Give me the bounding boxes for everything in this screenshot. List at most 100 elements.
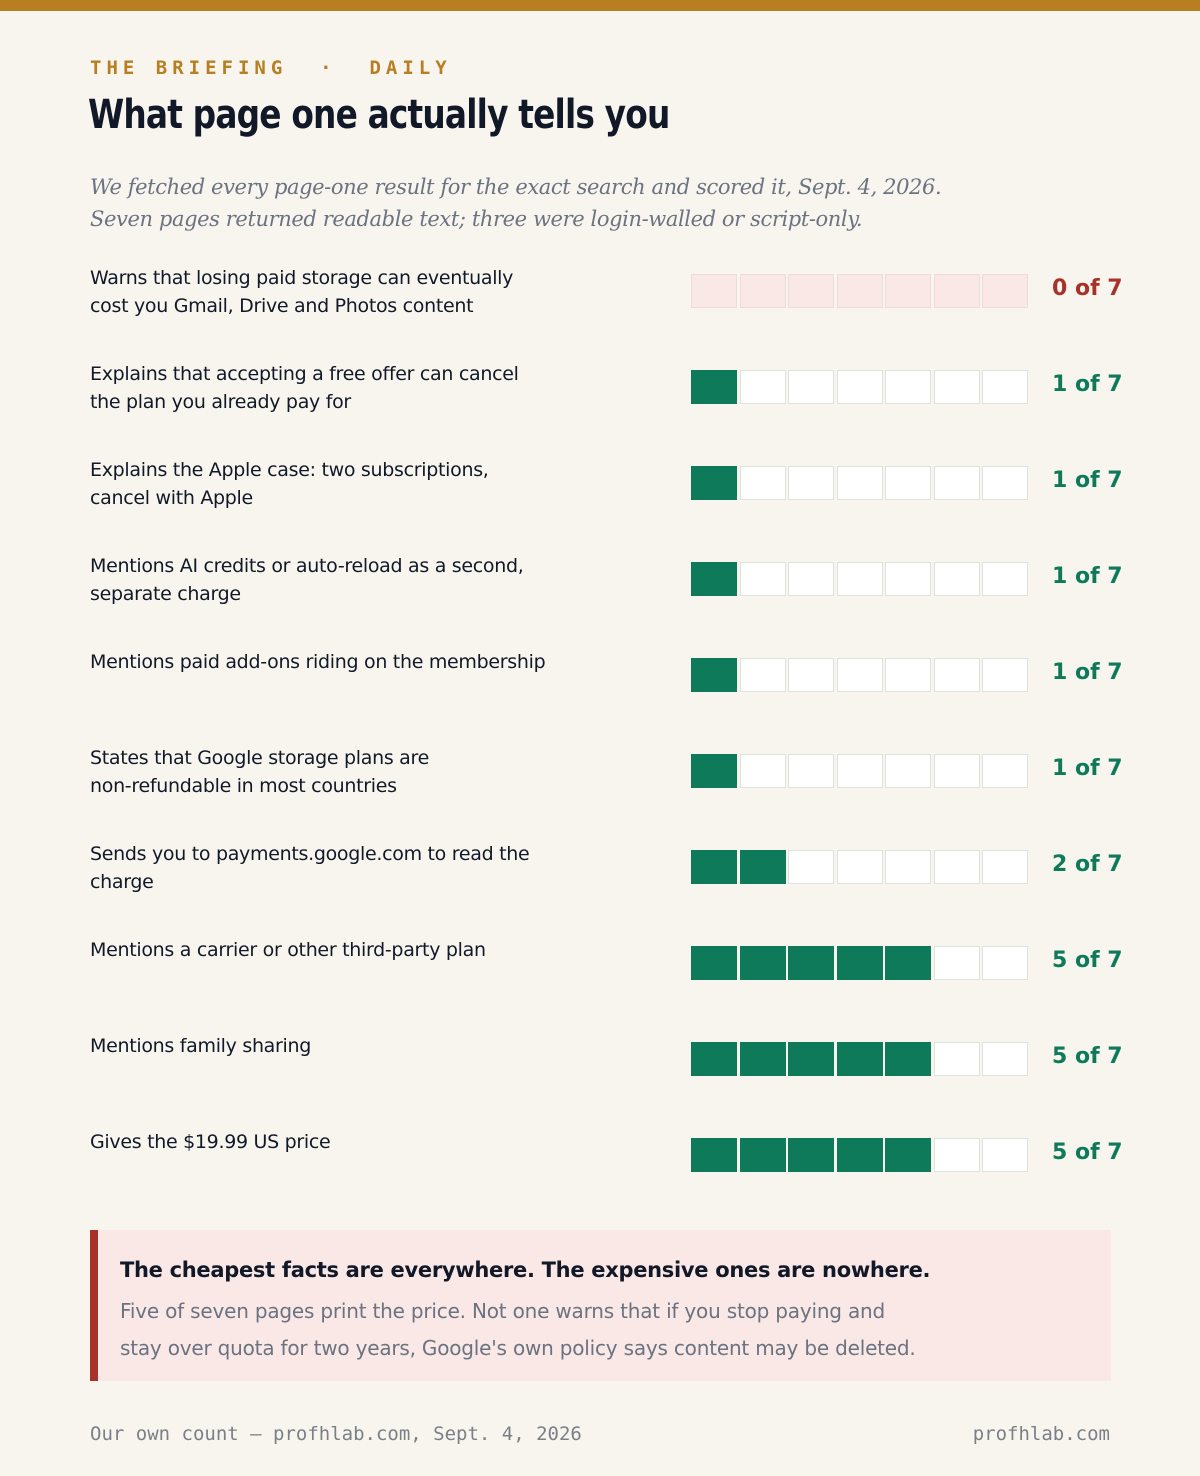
tally-boxes xyxy=(691,754,1031,788)
callout-box: The cheapest facts are everywhere. The e… xyxy=(90,1230,1111,1381)
subtitle-line: We fetched every page-one result for the… xyxy=(90,175,942,199)
row-label-line: Mentions family sharing xyxy=(90,1035,312,1057)
row-label: Explains the Apple case: two subscriptio… xyxy=(90,456,590,512)
tally-box-empty xyxy=(836,562,883,596)
tally-row: Mentions family sharing 5 of 7 xyxy=(0,1032,1200,1128)
tally-box-empty xyxy=(933,946,980,980)
tally-boxes xyxy=(691,658,1031,692)
row-label-line: cost you Gmail, Drive and Photos content xyxy=(90,295,474,317)
tally-box-empty xyxy=(836,370,883,404)
row-count: 5 of 7 xyxy=(1052,1140,1123,1165)
tally-box-filled xyxy=(691,1138,737,1172)
tally-box-filled xyxy=(836,1138,883,1172)
tally-box-empty xyxy=(982,754,1028,788)
row-label: Mentions a carrier or other third-party … xyxy=(90,936,590,964)
tally-box-empty xyxy=(933,754,980,788)
tally-box-empty xyxy=(933,370,980,404)
tally-box-filled xyxy=(691,850,737,884)
row-label-line: Explains the Apple case: two subscriptio… xyxy=(90,459,489,481)
tally-row: Gives the $19.99 US price 5 of 7 xyxy=(0,1128,1200,1224)
tally-box-empty xyxy=(982,370,1028,404)
tally-box-filled xyxy=(788,1042,834,1076)
tally-row: Sends you to payments.google.com to read… xyxy=(0,840,1200,936)
tally-box-empty xyxy=(788,562,834,596)
row-count: 1 of 7 xyxy=(1052,564,1123,589)
page-title: What page one actually tells you xyxy=(88,92,670,138)
tally-box-filled xyxy=(691,562,737,596)
tally-box-filled xyxy=(739,1138,786,1172)
row-count: 1 of 7 xyxy=(1052,756,1123,781)
row-count: 1 of 7 xyxy=(1052,660,1123,685)
row-label-line: Mentions a carrier or other third-party … xyxy=(90,939,486,961)
tally-box-empty xyxy=(739,466,786,500)
tally-box-empty xyxy=(885,274,931,308)
tally-box-filled xyxy=(836,1042,883,1076)
tally-box-filled xyxy=(691,946,737,980)
subtitle-line: Seven pages returned readable text; thre… xyxy=(90,207,863,231)
tally-box-empty xyxy=(933,274,980,308)
row-count: 5 of 7 xyxy=(1052,948,1123,973)
row-label: Mentions family sharing xyxy=(90,1032,590,1060)
row-label: Mentions AI credits or auto-reload as a … xyxy=(90,552,590,608)
tally-box-empty xyxy=(788,850,834,884)
tally-box-empty xyxy=(933,562,980,596)
row-label: Sends you to payments.google.com to read… xyxy=(90,840,590,896)
tally-box-empty xyxy=(788,754,834,788)
tally-box-empty xyxy=(933,850,980,884)
row-count: 0 of 7 xyxy=(1052,276,1123,301)
tally-box-filled xyxy=(739,946,786,980)
tally-box-empty xyxy=(739,754,786,788)
callout-headline: The cheapest facts are everywhere. The e… xyxy=(120,1258,931,1282)
tally-box-empty xyxy=(788,370,834,404)
row-label: Warns that losing paid storage can event… xyxy=(90,264,590,320)
row-label: Mentions paid add-ons riding on the memb… xyxy=(90,648,590,676)
tally-box-empty xyxy=(836,850,883,884)
row-label-line: cancel with Apple xyxy=(90,487,253,509)
tally-boxes xyxy=(691,466,1031,500)
tally-box-filled xyxy=(885,1042,931,1076)
tally-box-empty xyxy=(739,562,786,596)
row-label-line: Mentions paid add-ons riding on the memb… xyxy=(90,651,546,673)
tally-box-empty xyxy=(982,850,1028,884)
row-count: 2 of 7 xyxy=(1052,852,1123,877)
row-count: 1 of 7 xyxy=(1052,468,1123,493)
tally-box-filled xyxy=(691,754,737,788)
row-count: 1 of 7 xyxy=(1052,372,1123,397)
tally-box-empty xyxy=(739,370,786,404)
tally-box-filled xyxy=(691,370,737,404)
tally-row: Mentions a carrier or other third-party … xyxy=(0,936,1200,1032)
tally-box-empty xyxy=(982,274,1028,308)
top-accent-bar xyxy=(0,0,1200,11)
tally-box-filled xyxy=(885,946,931,980)
tally-box-empty xyxy=(885,562,931,596)
tally-box-empty xyxy=(885,658,931,692)
tally-box-empty xyxy=(885,466,931,500)
row-label-line: Sends you to payments.google.com to read… xyxy=(90,843,530,865)
tally-box-empty xyxy=(836,658,883,692)
footer-source: Our own count — profhlab.com, Sept. 4, 2… xyxy=(90,1423,582,1445)
row-label-line: Explains that accepting a free offer can… xyxy=(90,363,519,385)
tally-box-filled xyxy=(691,658,737,692)
tally-box-empty xyxy=(933,1042,980,1076)
tally-boxes xyxy=(691,274,1031,308)
tally-boxes xyxy=(691,562,1031,596)
row-label-line: Mentions AI credits or auto-reload as a … xyxy=(90,555,524,577)
tally-row: Explains the Apple case: two subscriptio… xyxy=(0,456,1200,552)
tally-box-empty xyxy=(836,274,883,308)
subtitle: We fetched every page-one result for the… xyxy=(90,171,1090,235)
tally-box-empty xyxy=(933,658,980,692)
row-count: 5 of 7 xyxy=(1052,1044,1123,1069)
tally-box-empty xyxy=(739,274,786,308)
tally-box-filled xyxy=(788,1138,834,1172)
tally-box-empty xyxy=(982,466,1028,500)
tally-box-filled xyxy=(885,1138,931,1172)
tally-row: Mentions AI credits or auto-reload as a … xyxy=(0,552,1200,648)
tally-row: Explains that accepting a free offer can… xyxy=(0,360,1200,456)
tally-box-empty xyxy=(691,274,737,308)
tally-box-empty xyxy=(982,1042,1028,1076)
tally-box-empty xyxy=(739,658,786,692)
tally-box-empty xyxy=(836,754,883,788)
row-label-line: Warns that losing paid storage can event… xyxy=(90,267,514,289)
row-label-line: the plan you already pay for xyxy=(90,391,351,413)
tally-box-empty xyxy=(885,754,931,788)
